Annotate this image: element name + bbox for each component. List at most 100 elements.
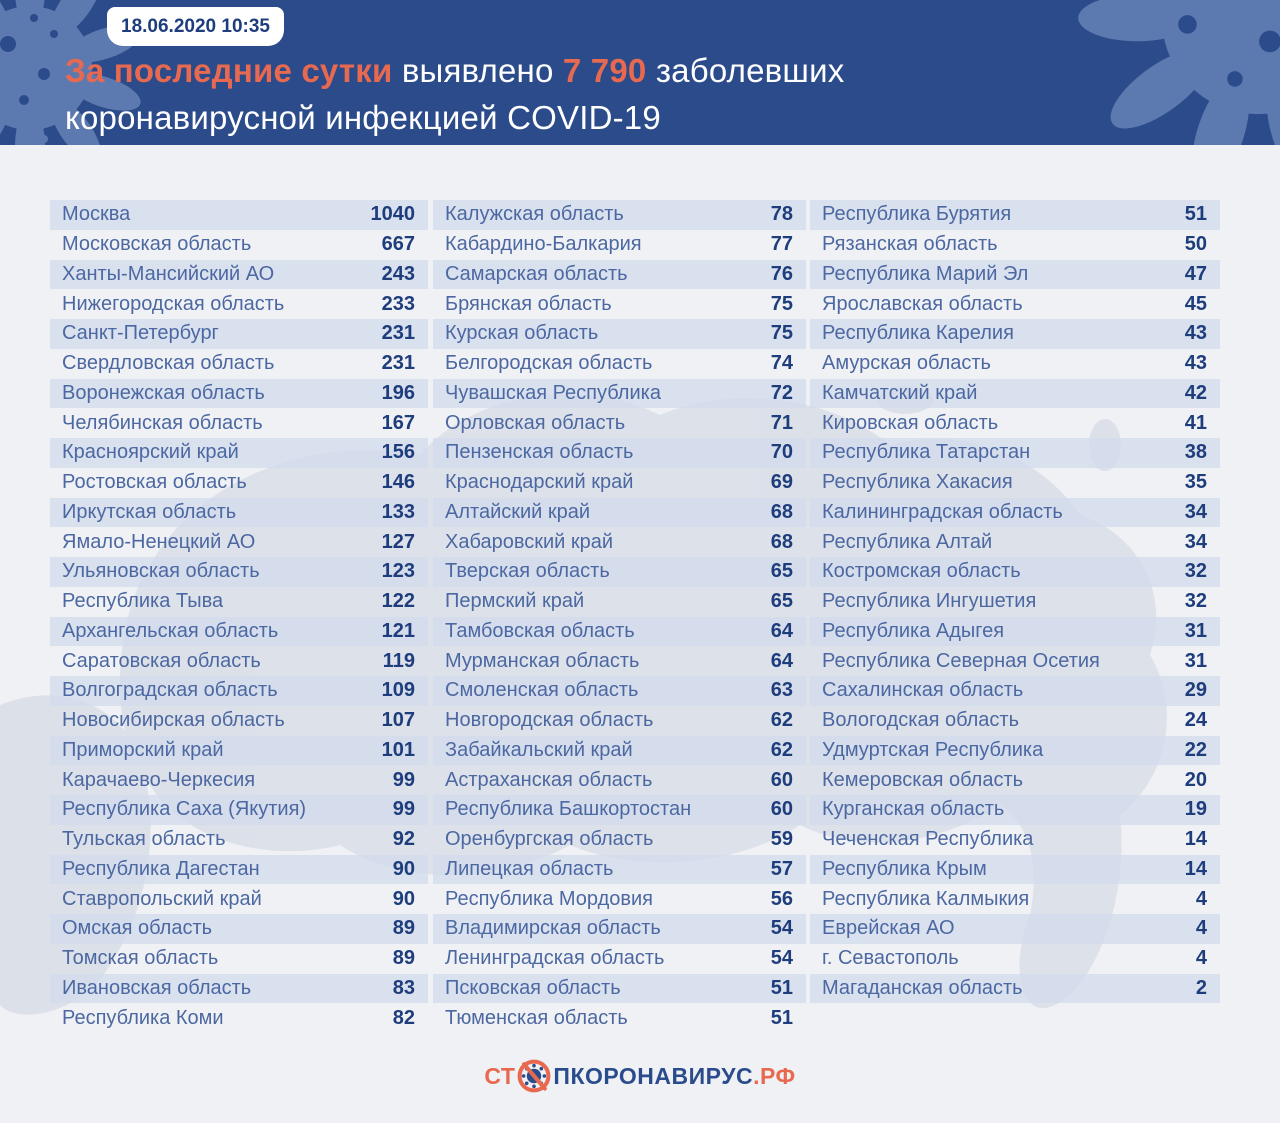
region-name: Рязанская область — [822, 233, 1185, 256]
case-count: 83 — [393, 977, 415, 1000]
case-count: 62 — [771, 739, 793, 762]
region-name: Еврейская АО — [822, 917, 1196, 940]
case-count: 667 — [382, 233, 415, 256]
region-name: Тверская область — [445, 560, 771, 583]
case-count: 54 — [771, 947, 793, 970]
case-count: 4 — [1196, 917, 1207, 940]
case-count: 51 — [771, 1007, 793, 1030]
region-name: Камчатский край — [822, 382, 1185, 405]
region-name: Кабардино-Балкария — [445, 233, 771, 256]
region-name: Нижегородская область — [62, 293, 382, 316]
region-name: Московская область — [62, 233, 382, 256]
region-name: Республика Хакасия — [822, 471, 1185, 494]
region-name: Воронежская область — [62, 382, 382, 405]
case-count: 76 — [771, 263, 793, 286]
region-name: Тюменская область — [445, 1007, 771, 1030]
case-count: 109 — [382, 679, 415, 702]
region-name: Красноярский край — [62, 441, 382, 464]
case-count: 70 — [771, 441, 793, 464]
region-name: Краснодарский край — [445, 471, 771, 494]
case-count: 60 — [771, 769, 793, 792]
case-count: 43 — [1185, 322, 1207, 345]
region-name: Карачаево-Черкесия — [62, 769, 393, 792]
case-count: 90 — [393, 858, 415, 881]
case-count: 54 — [771, 917, 793, 940]
region-name: Оренбургская область — [445, 828, 771, 851]
case-count: 233 — [382, 293, 415, 316]
region-name: Республика Бурятия — [822, 203, 1185, 226]
logo-text-suffix: .РФ — [753, 1063, 796, 1090]
case-count: 89 — [393, 947, 415, 970]
region-name: Республика Адыгея — [822, 620, 1185, 643]
case-count: 29 — [1185, 679, 1207, 702]
region-name: Свердловская область — [62, 352, 382, 375]
region-name: Иркутская область — [62, 501, 382, 524]
region-name: Приморский край — [62, 739, 382, 762]
case-count: 82 — [393, 1007, 415, 1030]
region-name: Санкт-Петербург — [62, 322, 382, 345]
region-name: Самарская область — [445, 263, 771, 286]
case-count: 196 — [382, 382, 415, 405]
region-name: Республика Ингушетия — [822, 590, 1185, 613]
title-line-2: коронавирусной инфекцией COVID-19 — [65, 94, 844, 141]
case-count: 1040 — [371, 203, 416, 226]
region-name: Кировская область — [822, 412, 1185, 435]
case-count: 167 — [382, 412, 415, 435]
case-count: 51 — [1185, 203, 1207, 226]
case-count: 65 — [771, 590, 793, 613]
region-name: Хабаровский край — [445, 531, 771, 554]
case-count: 65 — [771, 560, 793, 583]
case-count: 34 — [1185, 531, 1207, 554]
case-count: 14 — [1185, 858, 1207, 881]
case-count: 35 — [1185, 471, 1207, 494]
region-name: Астраханская область — [445, 769, 771, 792]
case-count: 146 — [382, 471, 415, 494]
region-name: Саратовская область — [62, 650, 383, 673]
region-name: Томская область — [62, 947, 393, 970]
case-count: 19 — [1185, 798, 1207, 821]
region-name: Омская область — [62, 917, 393, 940]
case-count: 156 — [382, 441, 415, 464]
region-name: Смоленская область — [445, 679, 771, 702]
region-name: Республика Марий Эл — [822, 263, 1185, 286]
region-name: Орловская область — [445, 412, 771, 435]
case-count: 42 — [1185, 382, 1207, 405]
case-count: 77 — [771, 233, 793, 256]
region-name: Чувашская Республика — [445, 382, 771, 405]
region-name: Республика Саха (Якутия) — [62, 798, 393, 821]
case-count: 20 — [1185, 769, 1207, 792]
